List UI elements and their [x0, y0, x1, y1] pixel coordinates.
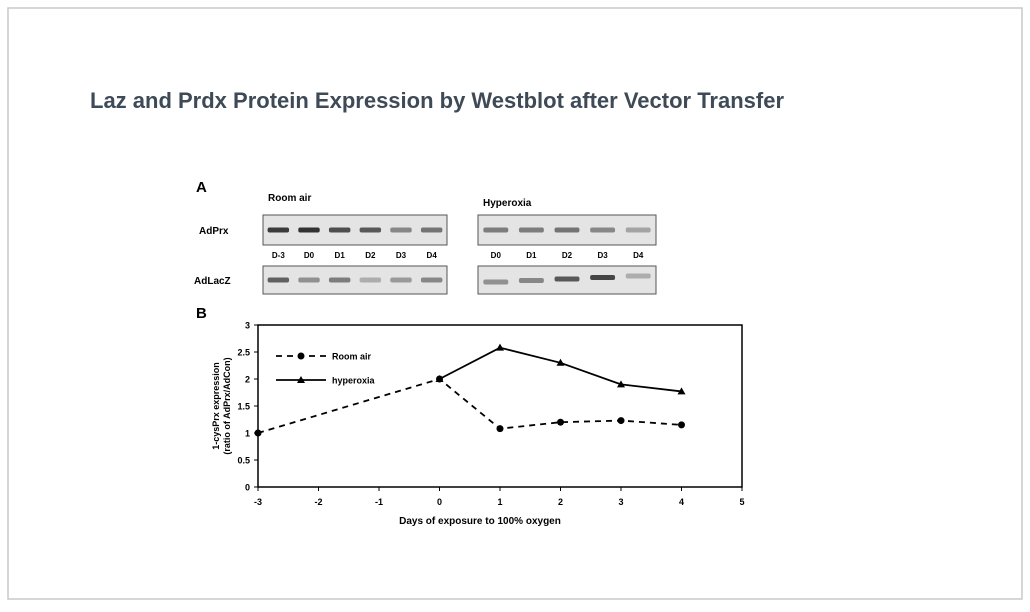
- blot-band: [390, 228, 411, 233]
- data-point: [557, 419, 564, 426]
- y-axis-title: (ratio of AdPrx/AdCon): [222, 357, 232, 454]
- y-tick-label: 0: [245, 483, 250, 493]
- y-axis-title: 1-cysPrx expression: [211, 362, 221, 450]
- lane-label: D0: [491, 251, 502, 260]
- blot: [263, 215, 447, 245]
- blot-band: [483, 228, 508, 233]
- legend-label: Room air: [332, 352, 372, 362]
- data-point: [678, 421, 685, 428]
- blot-band: [268, 278, 289, 283]
- x-axis-title: Days of exposure to 100% oxygen: [399, 516, 561, 527]
- lane-label: D4: [427, 251, 438, 260]
- lane-label: D0: [304, 251, 315, 260]
- legend-marker: [298, 353, 305, 360]
- blot-band: [298, 228, 319, 233]
- y-tick-label: 2: [245, 375, 250, 385]
- blot-band: [519, 228, 544, 233]
- y-tick-label: 1.5: [237, 402, 250, 412]
- legend-label: hyperoxia: [332, 376, 376, 386]
- x-tick-label: 3: [618, 497, 623, 507]
- x-tick-label: 1: [497, 497, 502, 507]
- group-title: Hyperoxia: [483, 198, 532, 209]
- x-tick-label: 2: [558, 497, 563, 507]
- y-tick-label: 2.5: [237, 348, 250, 358]
- blot: [263, 266, 447, 294]
- row-label: AdPrx: [199, 226, 229, 237]
- y-tick-label: 1: [245, 429, 250, 439]
- blot-band: [360, 278, 381, 283]
- x-tick-label: -2: [314, 497, 322, 507]
- x-tick-label: -3: [254, 497, 262, 507]
- slide-title: Laz and Prdx Protein Expression by Westb…: [90, 88, 784, 113]
- lane-label: D1: [526, 251, 537, 260]
- lane-label: D3: [396, 251, 407, 260]
- blot-band: [555, 228, 580, 233]
- lane-label: D4: [633, 251, 644, 260]
- y-tick-label: 3: [245, 321, 250, 331]
- blot-band: [421, 278, 442, 283]
- y-tick-label: 0.5: [237, 456, 250, 466]
- blot-band: [390, 278, 411, 283]
- blot-band: [590, 275, 615, 280]
- data-point: [618, 417, 625, 424]
- panel-label: A: [196, 179, 207, 196]
- blot-band: [483, 280, 508, 285]
- blot-band: [626, 274, 651, 279]
- x-tick-label: 5: [739, 497, 744, 507]
- row-label: AdLacZ: [194, 276, 231, 287]
- lane-label: D2: [562, 251, 573, 260]
- blot-band: [590, 228, 615, 233]
- slide: Laz and Prdx Protein Expression by Westb…: [0, 0, 1030, 607]
- lane-label: D2: [365, 251, 376, 260]
- blot-band: [329, 278, 350, 283]
- blot-band: [555, 277, 580, 282]
- data-point: [497, 425, 504, 432]
- x-tick-label: 4: [679, 497, 684, 507]
- group-title: Room air: [268, 193, 311, 204]
- blot-band: [421, 228, 442, 233]
- x-tick-label: -1: [375, 497, 383, 507]
- blot-band: [298, 278, 319, 283]
- lane-label: D1: [335, 251, 346, 260]
- blot-band: [360, 228, 381, 233]
- blot-band: [519, 278, 544, 283]
- x-tick-label: 0: [437, 497, 442, 507]
- blot-band: [626, 228, 651, 233]
- lane-label: D3: [597, 251, 608, 260]
- blot-band: [329, 228, 350, 233]
- lane-label: D-3: [272, 251, 285, 260]
- data-point: [255, 430, 262, 437]
- panel-label: B: [196, 305, 207, 322]
- blot-band: [268, 228, 289, 233]
